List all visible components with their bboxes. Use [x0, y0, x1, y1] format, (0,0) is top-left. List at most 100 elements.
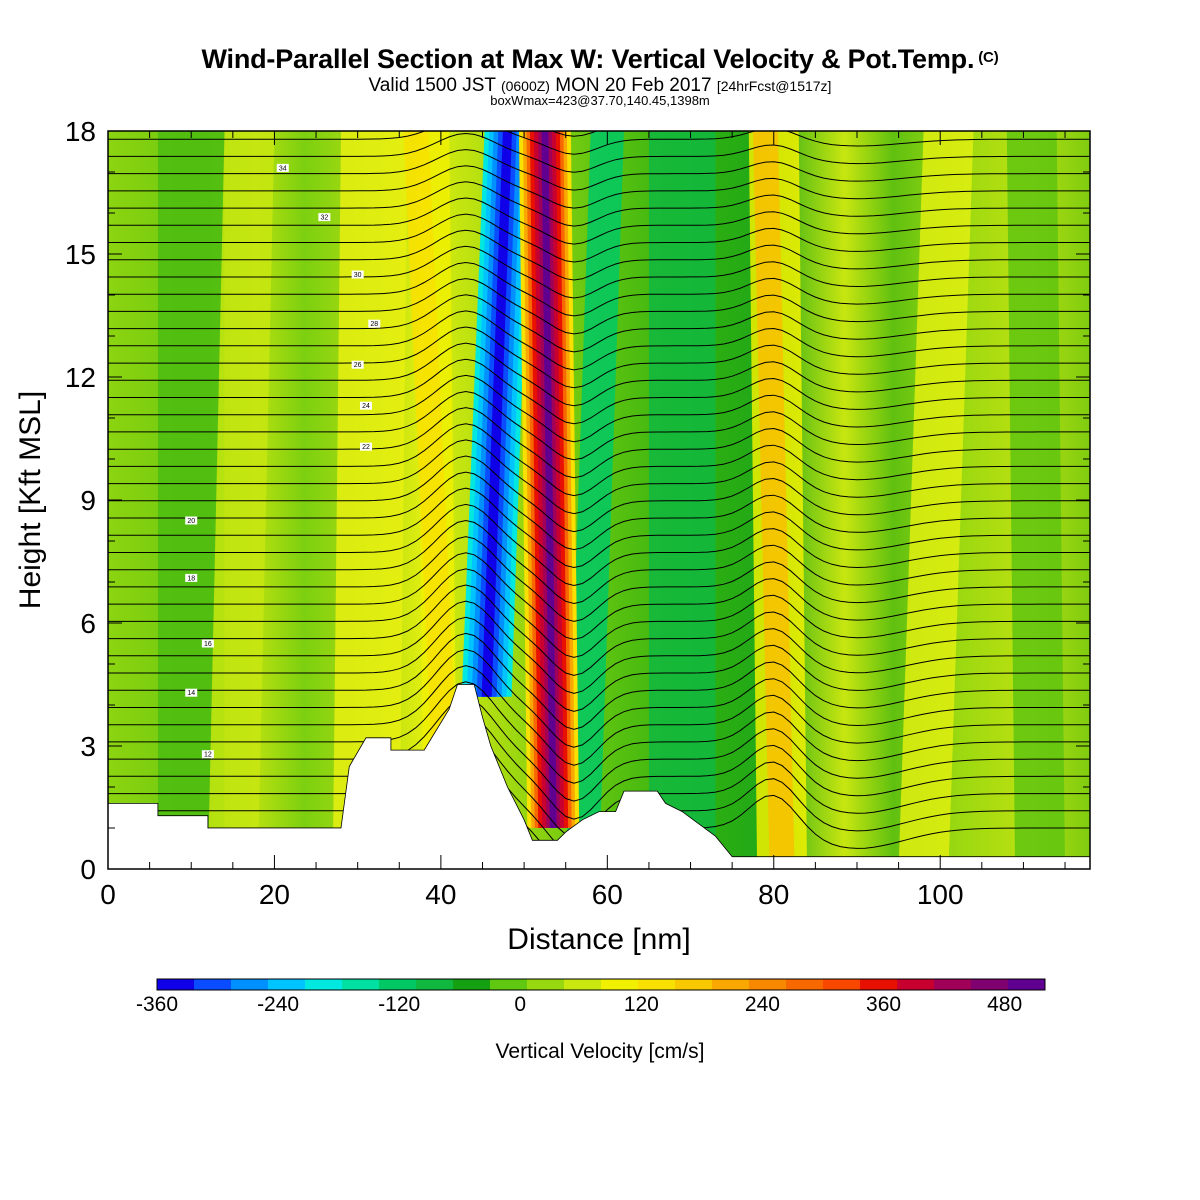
contour-label: 34 — [276, 163, 289, 172]
colorbar-swatch — [786, 979, 824, 990]
velocity-band — [898, 131, 974, 869]
theta-contour-line — [108, 519, 1090, 605]
colorbar-swatch — [342, 979, 380, 990]
colorbar-swatch — [712, 979, 750, 990]
contour-label-bg — [185, 573, 198, 582]
colorbar-swatch — [157, 979, 195, 990]
theta-contour-line — [108, 358, 1090, 425]
contour-label-bg — [359, 401, 372, 410]
downdraft-core — [481, 131, 513, 697]
colorbar-swatch — [897, 979, 935, 990]
theta-contour-line — [108, 471, 1090, 551]
y-axis-title: Height [Kft MSL] — [14, 391, 47, 609]
contour-label-bg — [185, 516, 198, 525]
x-tick-label: 40 — [425, 879, 456, 910]
plot-area: 34 32 30 28 26 24 22 20 18 16 14 12 — [108, 131, 1090, 869]
theta-contour-line — [108, 423, 1090, 497]
valid-zulu: (0600Z) — [500, 78, 550, 94]
forecast-info: [24hrFcst@1517z] — [716, 78, 832, 94]
colorbar-tick-label: 240 — [745, 993, 780, 1016]
theta-contour-line — [108, 181, 1090, 227]
theta-contour-line — [108, 536, 1090, 622]
theta-contour-line — [108, 310, 1090, 371]
colorbar-swatch — [379, 979, 417, 990]
velocity-band — [648, 131, 716, 869]
theta-contour-line — [108, 374, 1090, 443]
colorbar-swatch — [231, 979, 269, 990]
colorbar-swatch — [194, 979, 232, 990]
contour-label: 20 — [185, 516, 198, 525]
contour-label-text: 22 — [362, 444, 370, 451]
y-tick-label: 12 — [65, 362, 96, 393]
contour-label-text: 14 — [187, 690, 195, 697]
contour-label-text: 12 — [204, 752, 212, 759]
colorbar-swatch — [749, 979, 787, 990]
chart-title: Wind-Parallel Section at Max W: Vertical… — [0, 44, 1200, 75]
colorbar-swatch — [268, 979, 306, 990]
theta-contour-line — [108, 439, 1090, 515]
terrain — [108, 684, 1090, 869]
contour-label: 24 — [359, 401, 372, 410]
colorbar-swatch — [527, 979, 565, 990]
colorbar-title: Vertical Velocity [cm/s] — [496, 1040, 705, 1063]
updraft-core — [541, 131, 557, 828]
theta-contour-line — [108, 245, 1090, 299]
contour-label-bg — [351, 360, 364, 369]
theta-contour-line — [108, 132, 1090, 173]
theta-contour-line — [108, 487, 1090, 569]
theta-contour-line — [108, 261, 1090, 317]
contour-label-bg — [351, 270, 364, 279]
theta-contour-line — [108, 197, 1090, 245]
contour-label-text: 30 — [354, 272, 362, 279]
colorbar-tick-label: -120 — [378, 993, 420, 1016]
colorbar-swatch — [490, 979, 528, 990]
colorbar-tick-label: 0 — [514, 993, 526, 1016]
colorbar-swatch — [638, 979, 676, 990]
colorbar-swatch — [564, 979, 602, 990]
colorbar-swatch — [416, 979, 454, 990]
axes: 0 20 40 60 80 100 0 3 6 9 12 15 18 Distance [nm] Heigh… — [14, 116, 1091, 956]
velocity-band — [403, 131, 462, 869]
theta-contour-line — [108, 600, 1090, 694]
colorbar-swatch — [823, 979, 861, 990]
colorbar-swatch — [971, 979, 1009, 990]
y-tick-label: 15 — [65, 239, 96, 270]
theta-contour-line — [108, 149, 1090, 191]
colorbar-swatch — [305, 979, 343, 990]
y-tick-label: 3 — [80, 731, 96, 762]
x-tick-label: 20 — [259, 879, 290, 910]
colorbar-swatch — [934, 979, 972, 990]
contour-label-text: 16 — [204, 641, 212, 648]
contour-label-bg — [368, 319, 381, 328]
x-tick-label: 80 — [758, 879, 789, 910]
theta-contour-line — [108, 455, 1090, 533]
theta-contour-line — [108, 632, 1090, 730]
contour-label: 16 — [201, 639, 214, 648]
contour-label-bg — [276, 163, 289, 172]
theta-contour-line — [108, 648, 1090, 748]
theta-contour-line — [108, 213, 1090, 263]
contour-label: 28 — [368, 319, 381, 328]
colorbar-swatch — [601, 979, 639, 990]
colorbar-frame — [156, 978, 1046, 991]
contour-label: 14 — [185, 688, 198, 697]
colorbar-swatch — [1008, 979, 1046, 990]
theta-contour-line — [108, 229, 1090, 281]
theta-contour-line — [108, 665, 1090, 766]
contour-label-text: 24 — [362, 403, 370, 410]
contour-label-text: 32 — [320, 215, 328, 222]
contour-label-text: 34 — [279, 165, 287, 172]
contour-label-text: 18 — [187, 575, 195, 582]
theta-contour-line — [108, 131, 1090, 155]
contour-label-text: 26 — [354, 362, 362, 369]
theta-contour-line — [108, 568, 1090, 658]
y-tick-label: 9 — [80, 485, 96, 516]
theta-contour-line — [108, 326, 1090, 389]
theta-contour-line — [108, 342, 1090, 407]
velocity-band — [565, 131, 624, 869]
theta-contour-line — [108, 503, 1090, 587]
contour-label: 22 — [359, 442, 372, 451]
contour-label: 12 — [201, 750, 214, 759]
theta-contour-line — [108, 390, 1090, 461]
